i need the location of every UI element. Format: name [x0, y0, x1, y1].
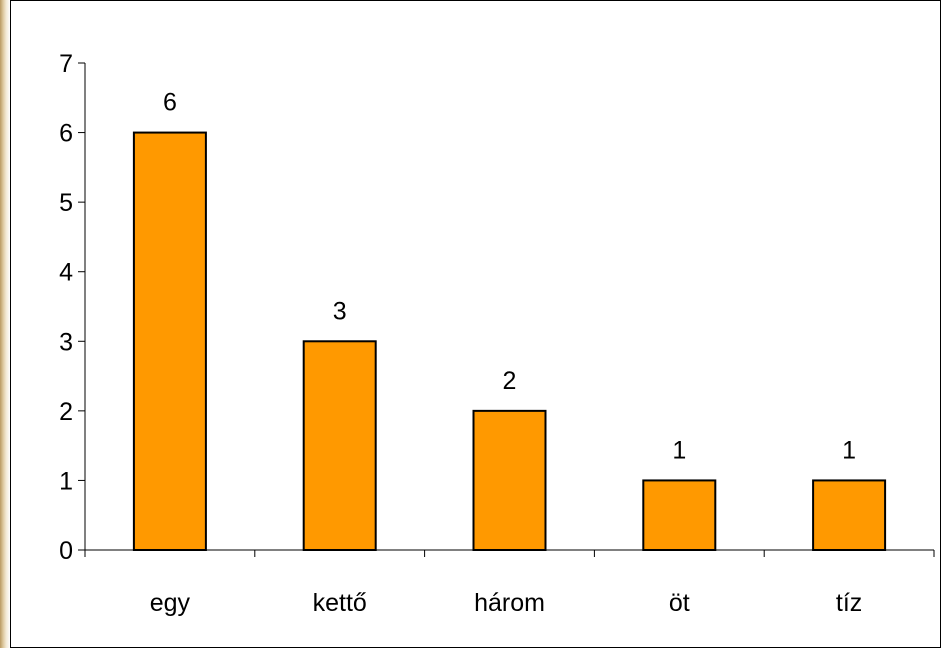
x-category-label: három	[474, 589, 545, 617]
data-label: 1	[842, 436, 856, 464]
y-tick-label: 1	[59, 467, 73, 495]
y-tick-label: 2	[59, 398, 73, 426]
y-tick-label: 5	[59, 189, 73, 217]
data-labels: 6 3 2 1 1	[163, 89, 856, 465]
y-tick-label: 4	[59, 259, 73, 287]
y-tick-label: 3	[59, 328, 73, 356]
bar-3	[472, 409, 547, 551]
y-tick-label: 6	[59, 120, 73, 148]
data-label: 3	[333, 297, 347, 325]
bar-chart: 0 1 2 3 4 5 6 7 egy kettő három öt tíz 6 3 2 1 1	[59, 50, 935, 617]
bar-1	[132, 131, 207, 551]
y-axis: 0 1 2 3 4 5 6 7	[59, 50, 86, 565]
y-tick-label: 0	[59, 537, 73, 565]
data-label: 1	[672, 436, 686, 464]
x-category-label: tíz	[836, 589, 862, 617]
data-label: 2	[503, 367, 517, 395]
x-category-label: öt	[669, 589, 690, 617]
x-category-label: kettő	[313, 589, 367, 617]
chart-frame: 0 1 2 3 4 5 6 7 egy kettő három öt tíz 6 3 2 1 1	[10, 0, 941, 648]
y-tick-label: 7	[59, 50, 73, 78]
bar-4	[642, 479, 717, 551]
x-axis: egy kettő három öt tíz	[84, 549, 935, 617]
bar-5	[812, 479, 887, 551]
x-category-label: egy	[150, 589, 191, 617]
bars	[132, 131, 887, 551]
bar-2	[302, 340, 377, 551]
data-label: 6	[163, 89, 177, 117]
